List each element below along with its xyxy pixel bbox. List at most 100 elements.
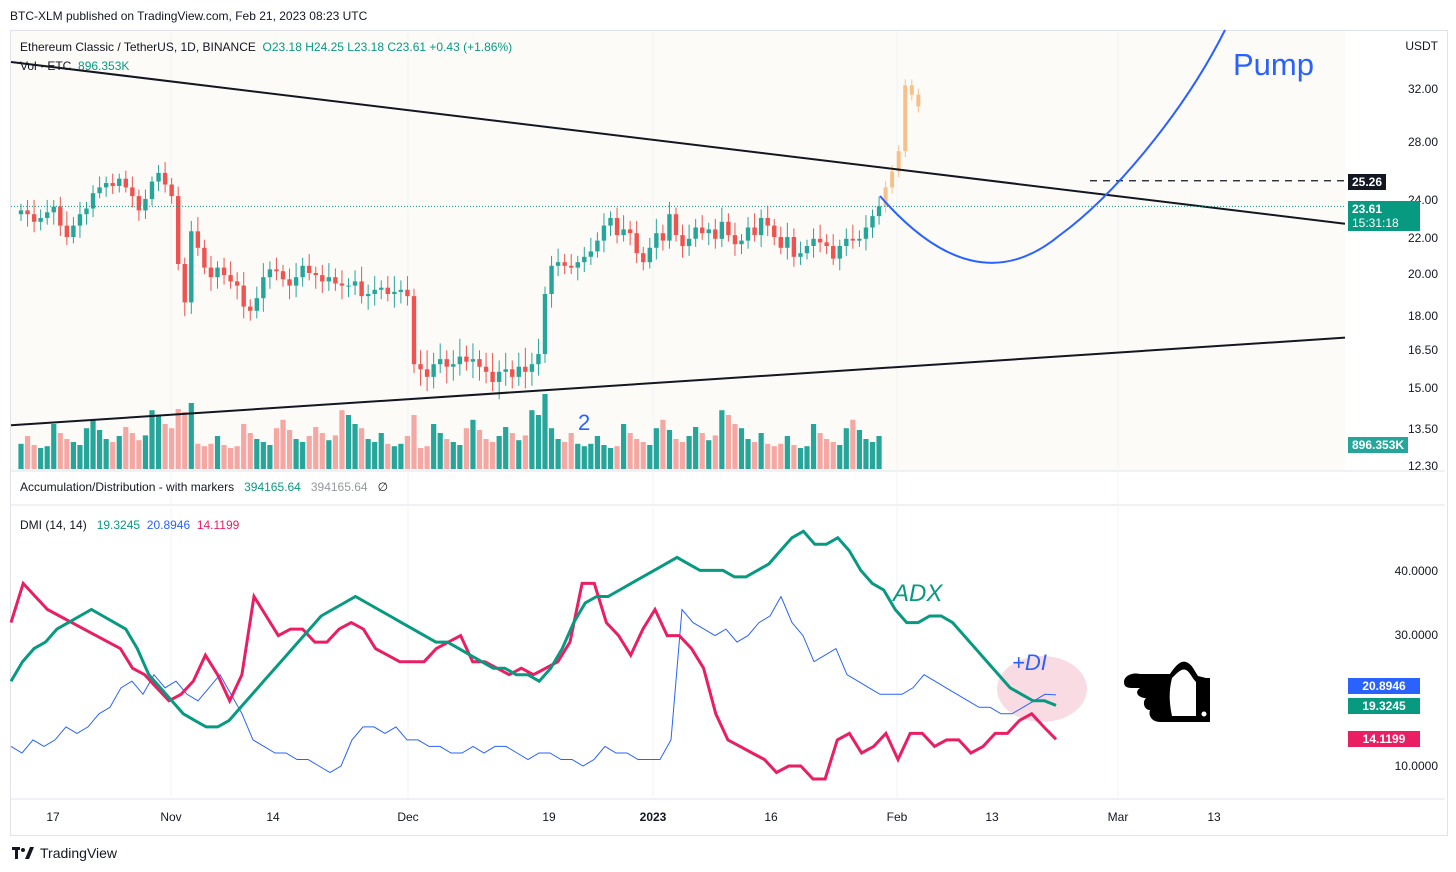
chart-frame [10,30,1448,836]
candle-body [621,229,626,236]
volume-bar [529,410,535,469]
minus-di-line [9,580,1058,781]
candle-body [582,256,587,263]
candle-body [516,366,521,377]
volume-bar [581,446,587,469]
ad-label[interactable]: Accumulation/Distribution - with markers [20,480,235,494]
projected-body [890,171,895,188]
candle-body [365,294,371,297]
volume-bar [647,445,653,469]
volume-bar [490,442,496,469]
candle-body [241,285,246,307]
tradingview-footer[interactable]: TradingView [12,845,117,861]
volume-label[interactable]: Vol · ETC [20,59,72,73]
volume-bar [365,439,371,469]
volume-bar [273,428,280,469]
volume-bar [116,436,122,469]
candle-body [778,237,783,248]
footer-brand: TradingView [40,845,118,861]
plus-di-label: +DI [1012,650,1047,675]
last-price: 23.61 [1352,202,1383,216]
volume-bar [614,446,620,469]
volume-bar [503,427,509,469]
volume-bar [745,439,751,469]
candle-body [77,214,83,226]
candle-body [71,225,76,237]
time-label: 13 [985,810,999,824]
symbol-name[interactable]: Ethereum Classic / TetherUS, 1D, BINANCE [20,40,256,54]
candle-body [25,210,30,215]
candle-body [870,216,875,228]
candle-body [136,196,142,211]
candle-body [195,231,201,248]
candle-body [182,264,187,303]
candle-body [863,227,869,239]
candle-body [313,273,318,276]
candle-body [464,356,469,362]
volume-bar [64,439,70,469]
volume-bar [142,435,149,469]
candle-body [634,233,639,254]
candle-body [202,247,207,268]
candle-body [352,281,358,286]
candle-body [510,369,515,377]
candle-body [837,246,842,259]
volume-bar [31,445,37,469]
volume-bar [18,443,24,469]
candle-body [385,287,390,294]
volume-bar [522,435,528,469]
candle-body [398,289,404,292]
pointing-hand-icon [1124,661,1210,722]
volume-bar [155,415,162,469]
volume-bar [83,428,90,469]
dmi-adx-value: 19.3245 [96,518,141,532]
volume-bar [693,427,699,469]
volume-bar [398,443,404,469]
volume-bar [817,433,823,469]
candle-body [333,277,338,284]
time-label: Nov [160,810,182,824]
time-label: Dec [397,810,419,824]
candle-body [608,218,613,226]
volume-bar [752,442,758,469]
volume-bars [18,394,882,469]
candle-body [221,267,227,276]
price-tick: 18.00 [1407,309,1438,323]
published-line: BTC-XLM published on TradingView.com, Fe… [10,9,368,23]
time-label: Mar [1107,810,1129,824]
candle-body [673,214,679,236]
dmi-tick: 10.0000 [1394,759,1438,773]
volume-bar [424,446,430,469]
dmi-label[interactable]: DMI (14, 14) [20,518,87,532]
volume-bar [280,419,286,469]
candle-body [647,247,652,263]
candle-body [274,269,279,272]
candle-body [470,359,476,362]
price-tick: 28.00 [1407,135,1438,149]
volume-bar [188,403,194,469]
volume-bar [208,443,214,469]
candle-body [45,212,50,218]
projected-body [883,187,888,207]
volume-bar [24,436,31,469]
dmi-pdi-value: 20.8946 [146,518,191,532]
adx-line [9,529,1057,729]
volume-bar [260,442,266,469]
volume-bar [267,445,273,469]
volume-bar [378,433,384,469]
high-value: H24.25 [305,40,344,54]
dmi-tick: 30.0000 [1394,628,1438,642]
volume-value: 896.353K [78,59,130,73]
volume-bar [149,410,155,469]
candle-body [732,235,738,245]
candle-body [261,277,266,299]
projected-body [909,85,914,95]
volume-bar [771,446,777,469]
close-value: C23.61 [387,40,427,54]
volume-bar [470,419,476,469]
volume-bar [856,430,862,469]
volume-bar [359,428,365,469]
candle-body [90,193,96,209]
di-highlight [997,656,1087,722]
